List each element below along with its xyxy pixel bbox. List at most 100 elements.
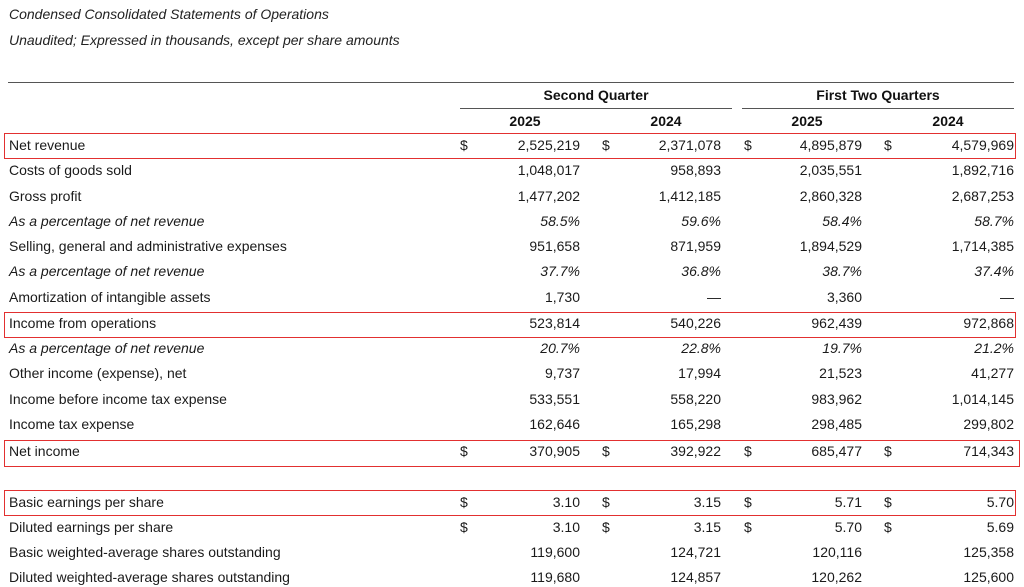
row-label: Other income (expense), net: [9, 365, 187, 381]
table-row: Diluted weighted-average shares outstand…: [0, 565, 1024, 587]
cell-value: 4,895,879: [799, 137, 862, 153]
cell-value: 21,523: [819, 365, 862, 381]
cell-value: 58.5%: [540, 213, 580, 229]
table-row: Other income (expense), net 9,737 17,994 21…: [0, 361, 1024, 386]
table-row: Amortization of intangible assets 1,730 — 3…: [0, 285, 1024, 310]
row-label: Diluted earnings per share: [9, 519, 174, 535]
row-label: As a percentage of net revenue: [9, 340, 205, 356]
cell-value: 2,371,078: [658, 137, 721, 153]
cell-value: 5.69: [986, 519, 1014, 535]
cell-value: 983,962: [811, 391, 862, 407]
row-label: Gross profit: [9, 188, 82, 204]
cell-value: 392,922: [670, 443, 721, 459]
cell-value: 1,894,529: [799, 238, 862, 254]
currency-symbol: $: [460, 443, 468, 459]
cell-value: 37.7%: [540, 263, 580, 279]
cell-value: 951,658: [529, 238, 580, 254]
row-label: Basic weighted-average shares outstandin…: [9, 544, 281, 560]
cell-value: 1,412,185: [658, 188, 721, 204]
cell-value: 119,680: [530, 569, 580, 585]
cell-value: 2,860,328: [799, 188, 862, 204]
cell-value: 37.4%: [974, 263, 1014, 279]
table-row: Basic weighted-average shares outstandin…: [0, 540, 1024, 565]
cell-value: 3.15: [693, 519, 721, 535]
currency-symbol: $: [460, 519, 468, 535]
cell-value: 124,721: [670, 544, 721, 560]
cell-value: 165,298: [670, 416, 721, 432]
header-first-two-quarters: First Two Quarters: [816, 87, 940, 103]
cell-value: 1,730: [544, 289, 580, 305]
cell-value: 298,485: [811, 416, 862, 432]
cell-value: 5.70: [834, 519, 862, 535]
cell-value: 370,905: [529, 443, 580, 459]
cell-value: 120,262: [811, 569, 862, 585]
cell-value: 22.8%: [681, 340, 721, 356]
cell-value: —: [707, 289, 721, 305]
currency-symbol: $: [884, 494, 892, 510]
currency-symbol: $: [460, 494, 468, 510]
cell-value: 120,116: [812, 544, 862, 560]
header-rule: [460, 108, 732, 109]
cell-value: —: [1000, 289, 1014, 305]
cell-value: 540,226: [670, 315, 721, 331]
cell-value: 58.7%: [974, 213, 1014, 229]
cell-value: 299,802: [963, 416, 1014, 432]
cell-value: 1,477,202: [517, 188, 580, 204]
row-label: Net revenue: [9, 137, 86, 153]
row-label: Selling, general and administrative expe…: [9, 238, 287, 254]
cell-value: 5.71: [834, 494, 862, 510]
cell-value: 58.4%: [822, 213, 862, 229]
cell-value: 38.7%: [822, 263, 862, 279]
currency-symbol: $: [884, 519, 892, 535]
cell-value: 962,439: [811, 315, 862, 331]
cell-value: 1,014,145: [951, 391, 1014, 407]
cell-value: 1,048,017: [517, 162, 580, 178]
cell-value: 2,035,551: [799, 162, 862, 178]
cell-value: 685,477: [811, 443, 862, 459]
cell-value: 558,220: [670, 391, 721, 407]
currency-symbol: $: [460, 137, 468, 153]
document-title: Condensed Consolidated Statements of Ope…: [9, 6, 329, 22]
cell-value: 5.70: [986, 494, 1014, 510]
cell-value: 972,868: [963, 315, 1014, 331]
table-top-rule: [8, 82, 1014, 83]
cell-value: 714,343: [963, 443, 1014, 459]
currency-symbol: $: [602, 519, 610, 535]
table-row: Net income $370,905 $392,922 $685,477 $714,3…: [0, 439, 1024, 464]
cell-value: 523,814: [529, 315, 580, 331]
table-row: As a percentage of net revenue 37.7% 36.8%…: [0, 259, 1024, 284]
cell-value: 20.7%: [540, 340, 580, 356]
cell-value: 19.7%: [822, 340, 862, 356]
header-rule: [742, 108, 1014, 109]
row-label: Net income: [9, 443, 80, 459]
table-row: Income tax expense 162,646 165,298 298,485 2…: [0, 412, 1024, 437]
header-year: 2024: [650, 113, 682, 129]
cell-value: 125,358: [963, 544, 1014, 560]
cell-value: 124,857: [670, 569, 721, 585]
document-subtitle: Unaudited; Expressed in thousands, excep…: [9, 32, 400, 48]
cell-value: 871,959: [670, 238, 721, 254]
table-row: Income from operations 523,814 540,226 962,…: [0, 311, 1024, 336]
currency-symbol: $: [602, 443, 610, 459]
row-label: Basic earnings per share: [9, 494, 164, 510]
cell-value: 59.6%: [681, 213, 721, 229]
cell-value: 3.10: [552, 519, 580, 535]
cell-value: 533,551: [529, 391, 580, 407]
cell-value: 2,687,253: [951, 188, 1014, 204]
cell-value: 119,600: [530, 544, 580, 560]
currency-symbol: $: [602, 494, 610, 510]
row-label: Income tax expense: [9, 416, 135, 432]
table-row: Gross profit 1,477,202 1,412,185 2,860,328 2…: [0, 184, 1024, 209]
cell-value: 9,737: [544, 365, 580, 381]
table-row: Income before income tax expense 533,551 5…: [0, 387, 1024, 412]
table-row: As a percentage of net revenue 20.7% 22.8%…: [0, 336, 1024, 361]
header-year: 2024: [932, 113, 964, 129]
currency-symbol: $: [602, 137, 610, 153]
row-label: Costs of goods sold: [9, 162, 132, 178]
row-label: Income from operations: [9, 315, 157, 331]
currency-symbol: $: [744, 519, 752, 535]
cell-value: 3.15: [693, 494, 721, 510]
currency-symbol: $: [744, 494, 752, 510]
header-year: 2025: [509, 113, 541, 129]
cell-value: 958,893: [670, 162, 721, 178]
